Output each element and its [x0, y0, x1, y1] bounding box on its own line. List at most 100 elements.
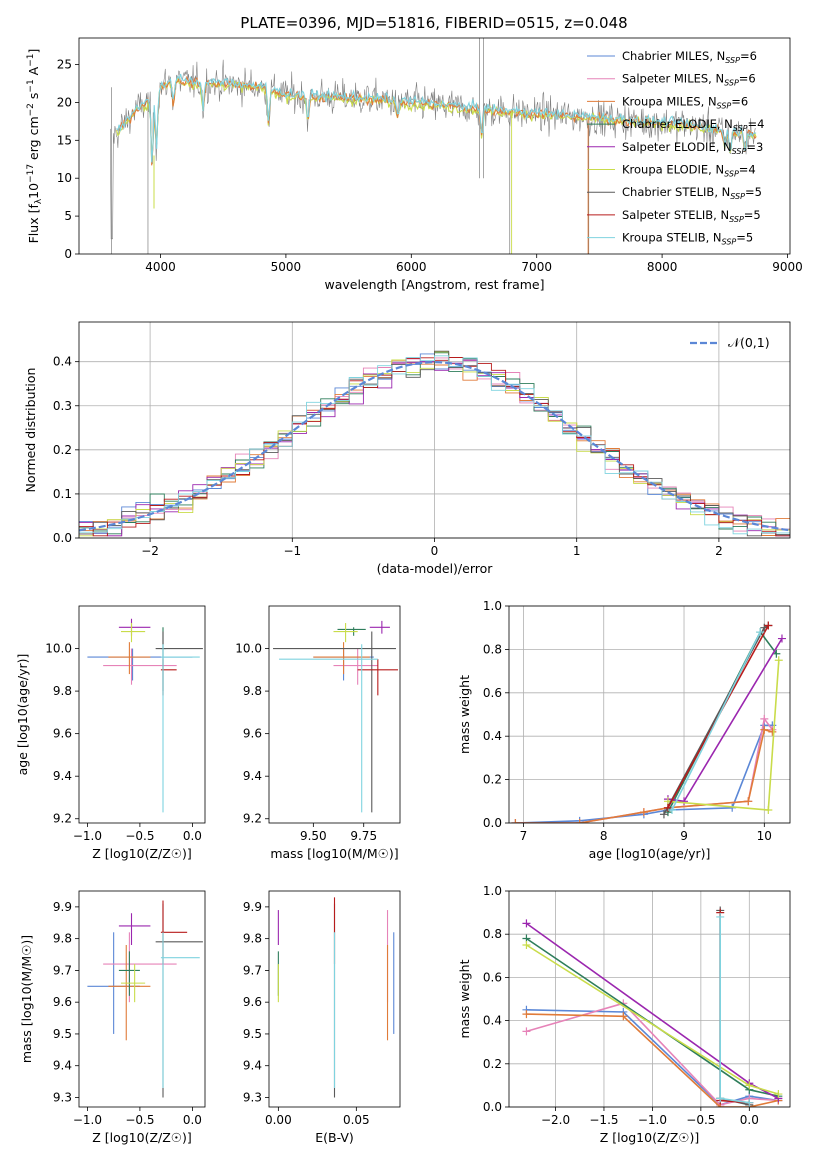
y-tick-label: 1.0: [483, 599, 502, 613]
y-tick-label: 9.6: [53, 995, 72, 1009]
x-tick-label: 8: [600, 829, 608, 843]
normal-curve: [79, 360, 790, 532]
y-tick-label: 9.6: [53, 727, 72, 741]
x-tick-label: 9000: [772, 260, 803, 274]
x-tick-label: 7: [520, 829, 528, 843]
weight-marker: [774, 1090, 783, 1099]
y-tick-label: 0.6: [483, 686, 502, 700]
panel-residuals: −2 −1 0 1 2 0.0 0.1 0.2 0.3 0.4 𝒩(0,1) (data-model)…: [23, 321, 791, 576]
weight-marker: [760, 725, 769, 734]
panel-mass_vs_ebv: 0.00 0.05 9.3 9.4 9.5 9.6 9.7 9.8 9.9 E(B-V): [243, 890, 401, 1145]
spectrum-model-line: [116, 73, 757, 163]
panel-spectrum: 4000 5000 6000 7000 8000 9000 0 5 10 15 20 25 Chabri…: [26, 37, 803, 292]
plot-area: [277, 897, 395, 1098]
y-tick-label: 9.9: [53, 900, 72, 914]
x-tick-label: −0.5: [125, 829, 154, 843]
x-tick-label: −1.0: [638, 1113, 667, 1127]
panel-age_vs_Z: −1.0 −0.5 0.0 9.2 9.4 9.6 9.8 10.0 Z [log10(Z/Z☉…: [15, 605, 206, 861]
legend-entry: Kroupa MILES, NSSP=6: [622, 94, 748, 110]
x-axis-label: E(B-V): [315, 1130, 354, 1145]
y-tick-label: 9.4: [53, 1059, 72, 1073]
y-axis-label: mass weight: [457, 675, 472, 754]
figure-title: PLATE=0396, MJD=51816, FIBERID=0515, z=0…: [240, 14, 627, 32]
legend-entry: 𝒩(0,1): [728, 335, 770, 350]
x-tick-label: −2: [141, 544, 159, 558]
x-tick-label: 0.0: [183, 829, 202, 843]
weight-marker: [777, 634, 786, 643]
x-tick-label: 0.0: [183, 1113, 202, 1127]
weight-marker: [745, 1098, 754, 1107]
panel-weight_vs_Z: −2.0 −1.5 −1.0 −0.5 0.0 0.0 0.2 0.4 0.6 0.8 1.0 Z […: [457, 884, 791, 1145]
axes-frame: [508, 890, 791, 1108]
weight-marker: [659, 810, 668, 819]
y-tick-label: 0.1: [53, 487, 72, 501]
y-tick-label: 5: [64, 209, 72, 223]
x-tick-label: −0.5: [686, 1113, 715, 1127]
weight-line: [671, 631, 762, 811]
x-tick-label: 8000: [647, 260, 678, 274]
axes-frame: [268, 890, 401, 1108]
y-tick-label: 9.7: [243, 963, 262, 977]
legend-entry: Salpeter MILES, NSSP=6: [622, 72, 756, 88]
weight-marker: [619, 1012, 628, 1021]
x-tick-label: −1.0: [73, 829, 102, 843]
axes-frame: [78, 605, 206, 824]
x-tick-label: −1.5: [589, 1113, 618, 1127]
x-tick-label: 0: [431, 544, 439, 558]
y-tick-label: 9.4: [243, 1059, 262, 1073]
x-tick-label: 6000: [396, 260, 427, 274]
x-axis-label: age [log10(age/yr)]: [589, 846, 711, 861]
y-tick-label: 9.8: [53, 684, 72, 698]
legend-entry: Chabrier ELODIE, NSSP=4: [622, 117, 764, 133]
y-tick-label: 20: [57, 95, 72, 109]
y-axis-label: mass weight: [457, 959, 472, 1038]
x-tick-label: −2.0: [541, 1113, 570, 1127]
weight-marker: [522, 919, 531, 928]
axes-frame: [78, 37, 791, 255]
y-axis-label: Flux [fλ10−17 erg cm−2 s−1 A−1]: [26, 49, 44, 244]
y-tick-label: 10.0: [45, 642, 72, 656]
weight-marker: [663, 803, 672, 812]
y-tick-label: 10: [57, 171, 72, 185]
weight-marker: [522, 1027, 531, 1036]
legend-entry: Salpeter ELODIE, NSSP=3: [622, 140, 763, 156]
panel-weight_vs_age: 7 8 9 10 0.0 0.2 0.4 0.6 0.8 1.0 age [log10(age/yr…: [457, 599, 791, 861]
legend-entry: Kroupa STELIB, NSSP=5: [622, 231, 753, 247]
y-tick-label: 9.5: [53, 1027, 72, 1041]
y-tick-label: 0.0: [53, 531, 72, 545]
y-tick-label: 9.7: [53, 963, 72, 977]
x-tick-label: 0.0: [740, 1113, 759, 1127]
weight-marker: [764, 621, 773, 630]
weight-marker: [716, 912, 725, 921]
x-axis-label: Z [log10(Z/Z☉)]: [92, 846, 192, 861]
weight-marker: [756, 628, 765, 637]
y-tick-label: 9.4: [53, 769, 72, 783]
y-tick-label: 9.4: [243, 769, 262, 783]
y-tick-label: 10.0: [235, 642, 262, 656]
x-tick-label: −0.5: [125, 1113, 154, 1127]
plot-area: [79, 350, 790, 537]
weight-marker: [745, 1081, 754, 1090]
plot-area: [522, 906, 783, 1107]
y-tick-label: 9.3: [243, 1090, 262, 1104]
y-tick-label: 0.2: [483, 773, 502, 787]
x-tick-label: 1: [573, 544, 581, 558]
weight-marker: [716, 1094, 725, 1103]
weight-marker: [760, 714, 769, 723]
weight-marker: [744, 797, 753, 806]
plot-area: [511, 621, 786, 823]
x-axis-label: wavelength [Angstrom, rest frame]: [324, 277, 544, 292]
legend-entry: Chabrier STELIB, NSSP=5: [622, 185, 762, 201]
y-tick-label: 0.8: [483, 927, 502, 941]
weight-line: [526, 1013, 779, 1107]
y-tick-label: 9.6: [243, 727, 262, 741]
weight-marker: [575, 819, 584, 823]
y-tick-label: 9.8: [53, 932, 72, 946]
x-tick-label: 7000: [521, 260, 552, 274]
weight-marker: [522, 941, 531, 949]
x-axis-label: Z [log10(Z/Z☉)]: [92, 1130, 192, 1145]
x-tick-label: 5000: [271, 260, 302, 274]
x-tick-label: 4000: [145, 260, 176, 274]
plot-area: [110, 38, 757, 254]
